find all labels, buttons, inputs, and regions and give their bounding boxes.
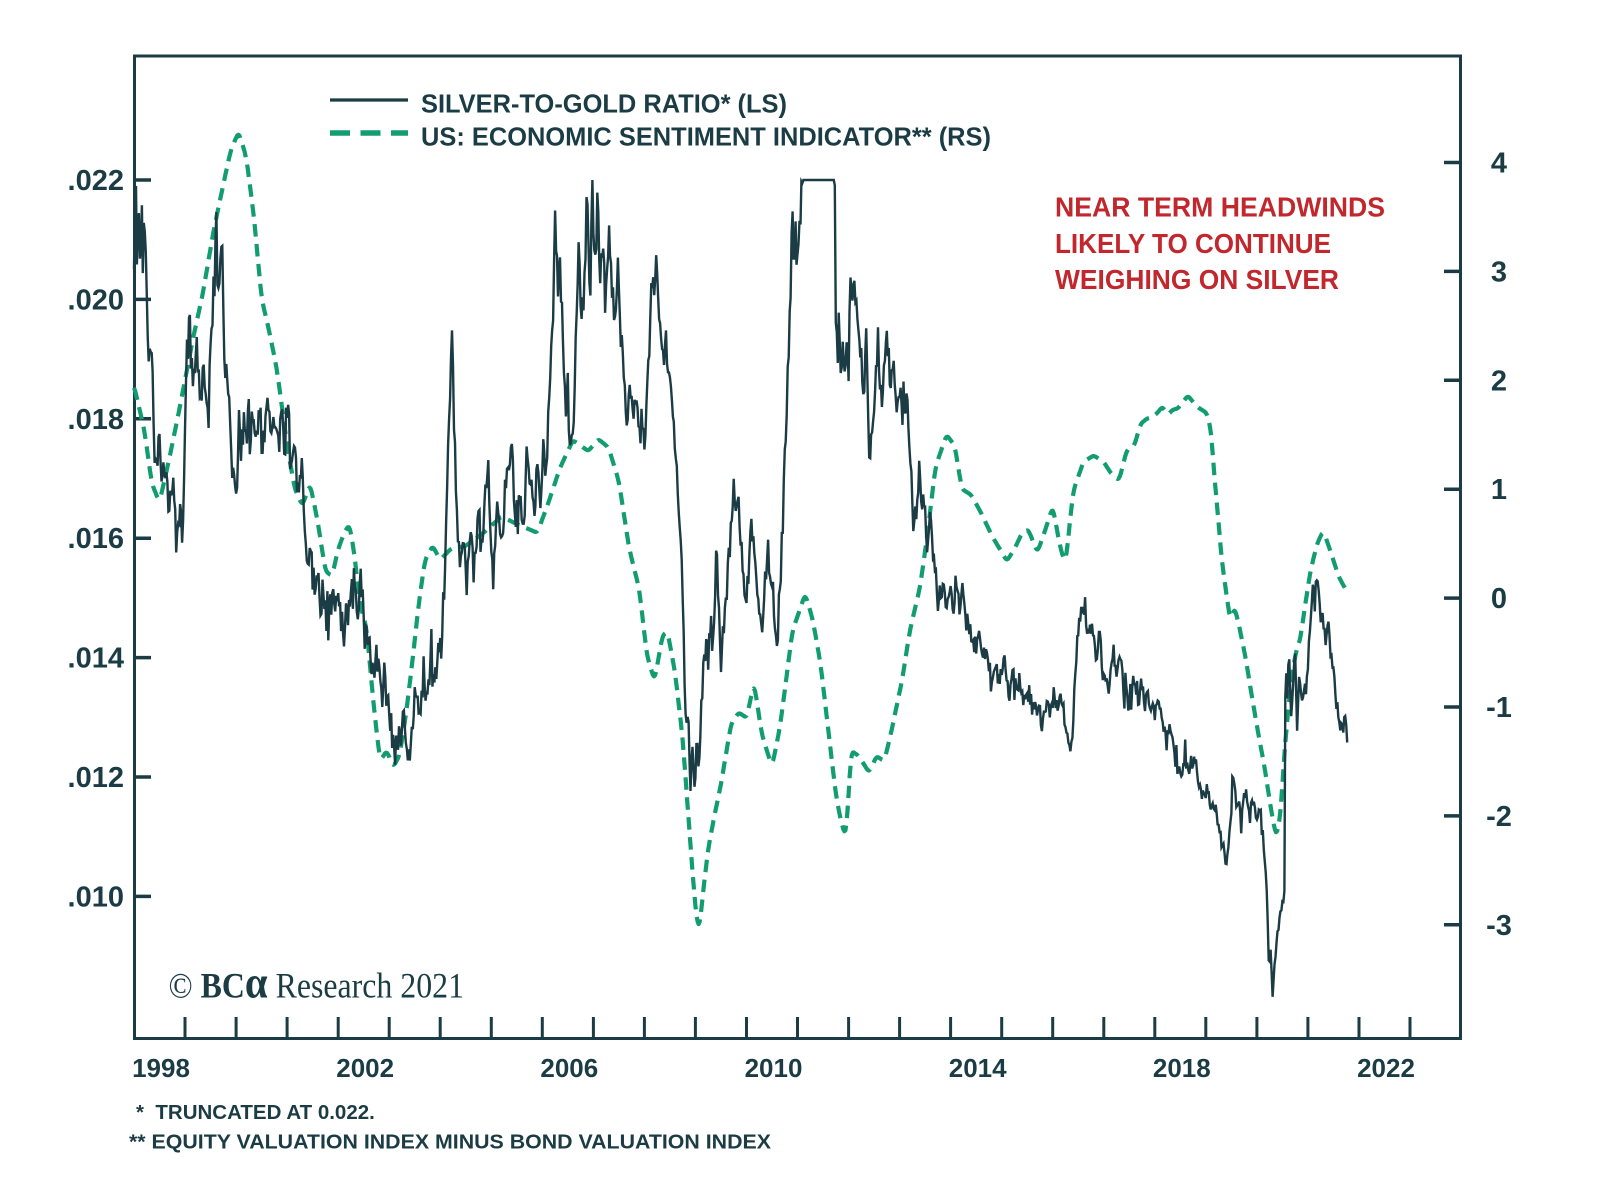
svg-text:-2: -2 xyxy=(1486,801,1512,833)
svg-text:2018: 2018 xyxy=(1153,1053,1211,1083)
svg-text:2022: 2022 xyxy=(1357,1053,1415,1083)
svg-text:NEAR TERM HEADWINDS: NEAR TERM HEADWINDS xyxy=(1055,192,1385,223)
svg-text:* TRUNCATED AT 0.022.: * TRUNCATED AT 0.022. xyxy=(136,1101,375,1124)
svg-text:.016: .016 xyxy=(68,523,124,555)
svg-text:US: ECONOMIC SENTIMENT INDICAT: US: ECONOMIC SENTIMENT INDICATOR** (RS) xyxy=(421,124,991,152)
svg-text:2014: 2014 xyxy=(949,1053,1007,1083)
svg-text:2002: 2002 xyxy=(336,1053,394,1083)
svg-text:3: 3 xyxy=(1491,256,1507,288)
svg-text:LIKELY TO CONTINUE: LIKELY TO CONTINUE xyxy=(1055,228,1331,259)
svg-text:** EQUITY VALUATION INDEX MINU: ** EQUITY VALUATION INDEX MINUS BOND VAL… xyxy=(129,1131,771,1154)
svg-text:.014: .014 xyxy=(68,643,124,675)
svg-text:-3: -3 xyxy=(1486,910,1512,942)
svg-text:2010: 2010 xyxy=(745,1053,803,1083)
svg-text:2: 2 xyxy=(1491,365,1507,397)
svg-text:.022: .022 xyxy=(68,165,124,197)
svg-text:4: 4 xyxy=(1491,148,1507,180)
svg-text:.020: .020 xyxy=(68,284,124,316)
svg-text:-1: -1 xyxy=(1486,692,1512,724)
svg-text:.018: .018 xyxy=(68,404,124,436)
svg-text:2006: 2006 xyxy=(540,1053,598,1083)
svg-text:1998: 1998 xyxy=(132,1053,190,1083)
svg-text:0: 0 xyxy=(1491,583,1507,615)
svg-text:WEIGHING ON SILVER: WEIGHING ON SILVER xyxy=(1055,264,1339,295)
svg-text:.012: .012 xyxy=(68,762,124,794)
svg-text:.010: .010 xyxy=(68,881,124,913)
svg-text:1: 1 xyxy=(1491,474,1507,506)
svg-text:SILVER-TO-GOLD RATIO* (LS): SILVER-TO-GOLD RATIO* (LS) xyxy=(421,91,787,119)
